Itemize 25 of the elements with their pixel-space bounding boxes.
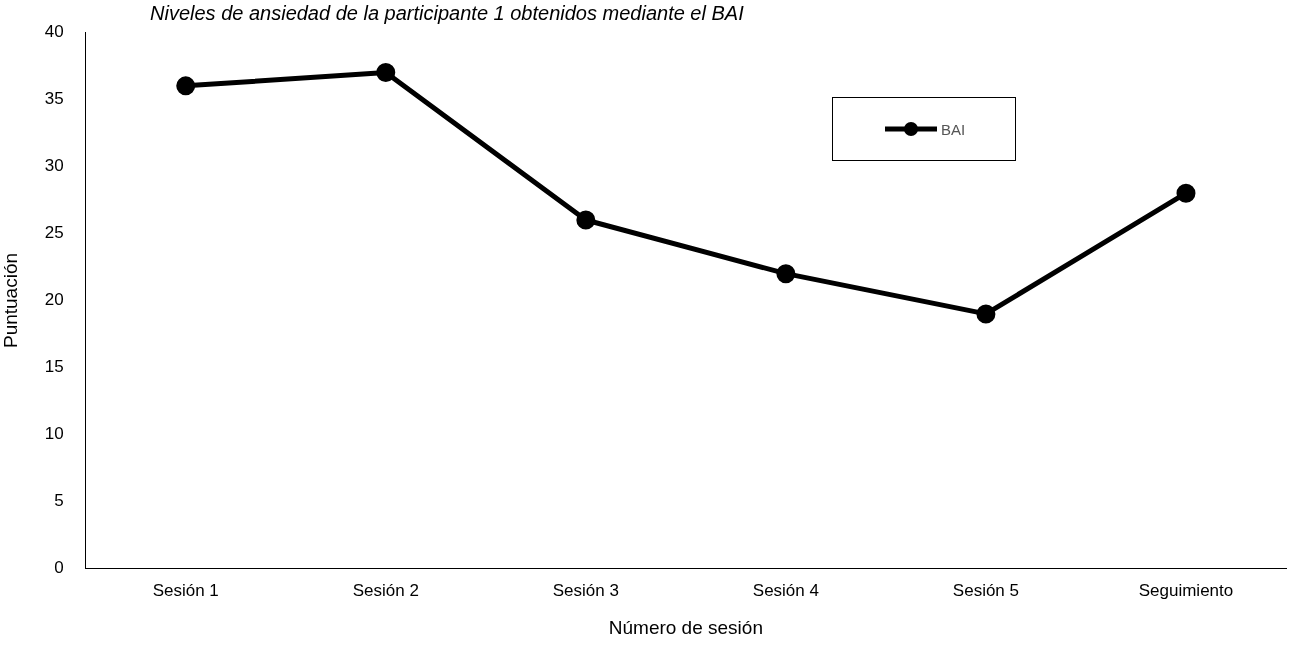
point <box>1176 183 1196 203</box>
y-tick-label: 15 <box>44 357 64 377</box>
point <box>376 62 396 82</box>
point <box>576 210 596 230</box>
y-axis-title: Puntuación <box>0 252 21 349</box>
x-tick-label: Sesión 3 <box>552 580 619 600</box>
x-tick-label: Seguimiento <box>1138 580 1234 600</box>
y-tick-label: 0 <box>54 558 64 578</box>
point <box>776 264 796 284</box>
y-tick-label: 30 <box>44 156 64 176</box>
y-tick-label: 5 <box>54 491 64 511</box>
point <box>176 76 196 96</box>
y-tick-label: 25 <box>44 223 64 243</box>
y-tick-label: 35 <box>44 88 64 108</box>
x-tick-label: Sesión 5 <box>952 580 1020 600</box>
legend-label: BAI <box>940 120 966 138</box>
chart-title: Niveles de ansiedad de la participante 1 obtenidos mediante el BAI <box>150 2 744 25</box>
y-tick-label: 20 <box>44 290 64 310</box>
point <box>976 304 996 324</box>
y-tick-label: 40 <box>44 21 64 41</box>
x-axis-title: Número de sesión <box>608 616 763 638</box>
x-tick-label: Sesión 1 <box>152 580 219 600</box>
y-tick-label: 10 <box>44 424 64 444</box>
x-tick-label: Sesión 2 <box>352 580 419 600</box>
x-tick-label: Sesión 4 <box>752 580 819 600</box>
